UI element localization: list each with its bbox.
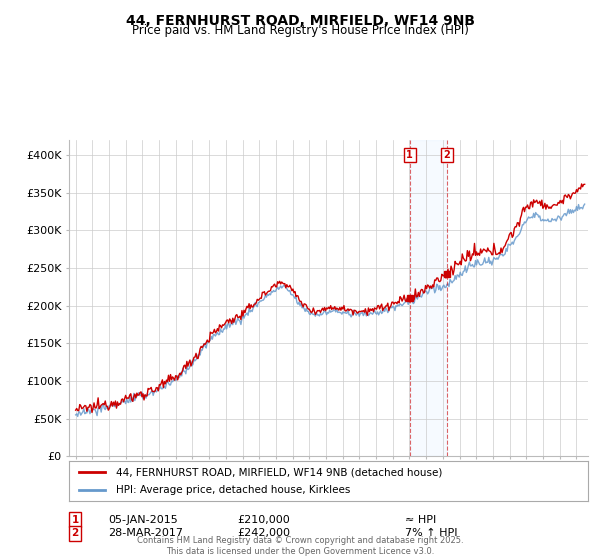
Bar [410, 140, 447, 456]
Text: £242,000: £242,000 [237, 528, 290, 538]
Text: Price paid vs. HM Land Registry's House Price Index (HPI): Price paid vs. HM Land Registry's House … [131, 24, 469, 36]
Text: 44, FERNHURST ROAD, MIRFIELD, WF14 9NB: 44, FERNHURST ROAD, MIRFIELD, WF14 9NB [125, 14, 475, 28]
Text: 05-JAN-2015: 05-JAN-2015 [108, 515, 178, 525]
Text: 2: 2 [71, 528, 79, 538]
Text: 1: 1 [406, 150, 413, 160]
Text: 7% ↑ HPI: 7% ↑ HPI [405, 528, 458, 538]
Text: 2: 2 [443, 150, 450, 160]
Text: Contains HM Land Registry data © Crown copyright and database right 2025.
This d: Contains HM Land Registry data © Crown c… [137, 536, 463, 556]
Text: £210,000: £210,000 [237, 515, 290, 525]
Text: 28-MAR-2017: 28-MAR-2017 [108, 528, 183, 538]
Text: HPI: Average price, detached house, Kirklees: HPI: Average price, detached house, Kirk… [116, 485, 350, 495]
Text: ≈ HPI: ≈ HPI [405, 515, 436, 525]
Text: 44, FERNHURST ROAD, MIRFIELD, WF14 9NB (detached house): 44, FERNHURST ROAD, MIRFIELD, WF14 9NB (… [116, 467, 442, 477]
Text: 1: 1 [71, 515, 79, 525]
